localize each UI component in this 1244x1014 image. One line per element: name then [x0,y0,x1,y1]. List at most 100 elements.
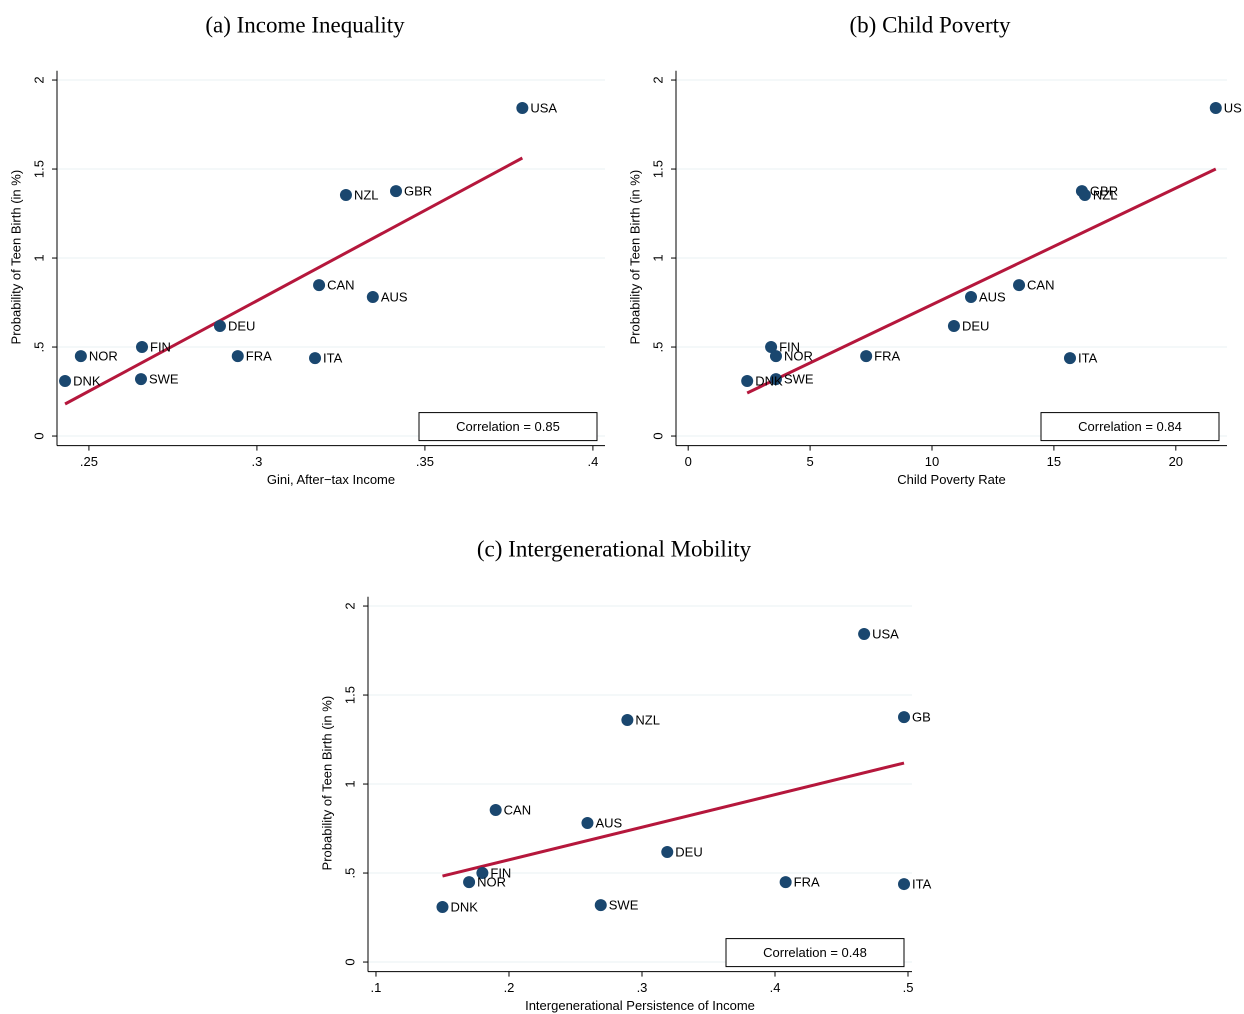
point-label: USA [872,626,899,641]
point [1013,279,1026,292]
point-label: FIN [779,339,800,354]
point-label: FIN [150,339,171,354]
fit-line [746,167,1217,395]
point [661,846,674,859]
point [339,189,352,202]
x-axis-label: Intergenerational Persistence of Income [525,998,755,1013]
y-tick-label: 0 [31,432,46,439]
chart-title: (a) Income Inequality [205,12,405,37]
point-label: DEU [962,318,989,333]
y-tick-label: .5 [342,868,357,879]
x-axis-label: Child Poverty Rate [897,472,1005,487]
chart-title: (c) Intergenerational Mobility [477,536,752,561]
x-tick-label: 5 [806,454,813,469]
point [489,804,502,817]
point [136,341,149,354]
point-label: AUS [979,289,1006,304]
y-tick-label: 1 [342,780,357,787]
point-label: SWE [609,898,639,913]
panel: (c) Intergenerational Mobility 0 .5 1 1.5 2 .1… [319,536,931,1013]
point-label: DEU [228,318,255,333]
point-label: ITA [912,877,932,892]
point-label: DEU [675,844,702,859]
point-label: DNK [755,373,783,388]
x-axis-label: Gini, After−tax Income [267,472,395,487]
x-tick-label: 10 [925,454,939,469]
chart-title: (b) Child Poverty [850,12,1011,37]
point [769,350,782,363]
x-tick-label: .1 [371,980,382,995]
point-label: CAN [504,802,531,817]
y-axis-label: Probability of Teen Birth (in %) [8,170,23,345]
x-tick-label: .5 [903,980,914,995]
point-label: US [1224,100,1242,115]
point-label: NOR [784,349,813,364]
point [1209,101,1222,114]
point-label: DNK [450,899,478,914]
annotation-box [725,938,905,968]
point-label: CAN [327,278,354,293]
y-tick-label: .5 [650,342,665,353]
x-tick-label: 15 [1047,454,1061,469]
point [741,375,754,388]
point [366,291,379,304]
point-label: FIN [490,865,511,880]
y-tick-label: 0 [650,432,665,439]
annotation-box [1040,412,1220,442]
point [765,341,778,354]
y-axis-label: Probability of Teen Birth (in %) [319,696,334,871]
point [313,279,326,292]
x-tick-label: .4 [770,980,781,995]
point [436,901,449,914]
point [581,817,594,830]
x-tick-label: .3 [637,980,648,995]
point [390,185,403,198]
point-label: NZL [635,712,660,727]
point [769,373,782,386]
y-tick-label: 2 [650,76,665,83]
y-tick-label: 1.5 [342,686,357,704]
point-label: NOR [477,875,506,890]
point [947,320,960,333]
x-tick-label: .35 [416,454,434,469]
point [516,101,529,114]
y-tick-label: 0 [342,958,357,965]
point [860,350,873,363]
panel: (a) Income Inequality 0 .5 1 1.5 2 .25 .3 .35 .4 G… [8,12,605,487]
y-tick-label: 1.5 [31,160,46,178]
point [1063,352,1076,365]
point-label: SWE [149,372,179,387]
fit-line [64,156,524,406]
point-label: USA [530,100,557,115]
point-label: FRA [794,875,820,890]
point [74,350,87,363]
x-tick-label: 20 [1169,454,1183,469]
y-tick-label: 2 [31,76,46,83]
point [309,352,322,365]
point-label: GBR [404,184,432,199]
annotation: Correlation = 0.84 [1078,419,1182,434]
point [898,878,911,891]
point-label: GB [912,710,931,725]
annotation-box [418,412,598,442]
annotation: Correlation = 0.48 [763,945,867,960]
y-tick-label: .5 [31,342,46,353]
x-tick-label: 0 [685,454,692,469]
y-tick-label: 1 [650,254,665,261]
point [965,291,978,304]
x-tick-label: .2 [504,980,515,995]
point [898,711,911,724]
point-label: AUS [381,289,408,304]
point-label: FRA [246,349,272,364]
point-label: CAN [1027,278,1054,293]
x-tick-label: .25 [80,454,98,469]
point [134,373,147,386]
y-tick-label: 2 [342,602,357,609]
point [858,627,871,640]
y-axis-label: Probability of Teen Birth (in %) [627,170,642,345]
point-label: NZL [354,187,379,202]
point-label: NZL [1093,187,1118,202]
point [213,320,226,333]
point-label: ITA [323,351,343,366]
point [476,867,489,880]
